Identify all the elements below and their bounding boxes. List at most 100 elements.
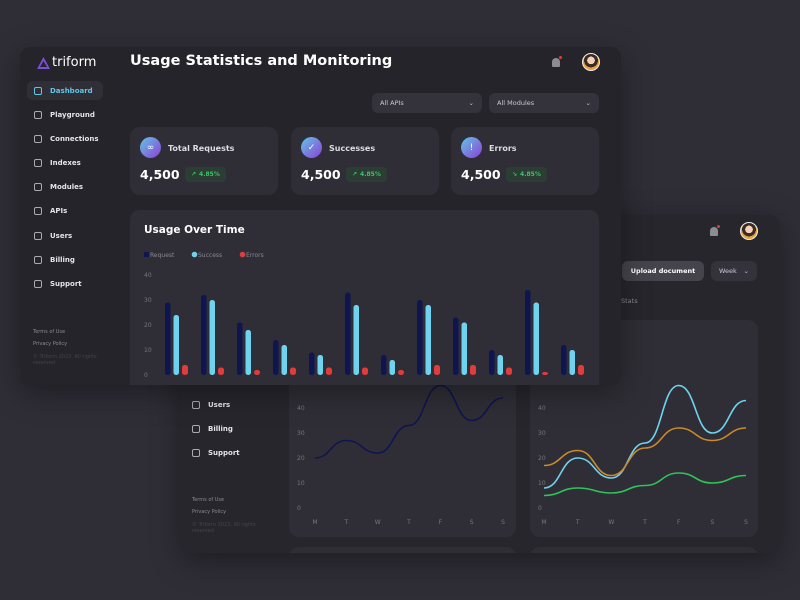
x-tick-label: S — [710, 519, 714, 526]
main-dashboard-window: triform Usage Statistics and Monitoring … — [20, 47, 621, 385]
bar-request — [561, 345, 567, 375]
y-tick-label: 10 — [144, 347, 152, 354]
usage-over-time-card: Usage Over Time Request Success Errors 0 10 2… — [130, 210, 599, 385]
legend-label: Request — [150, 252, 175, 259]
y-tick-label: 20 — [538, 455, 546, 462]
sidebar-item-modules[interactable]: Modules — [27, 177, 103, 196]
legend-marker — [239, 251, 246, 258]
y-tick-label: 30 — [144, 297, 152, 304]
y-tick-label: 40 — [297, 405, 305, 412]
shield-alert-icon: ! — [461, 137, 482, 158]
bar-errors — [326, 367, 332, 375]
bar-request — [381, 355, 387, 375]
bell-icon[interactable] — [710, 225, 720, 236]
triform-logo-icon — [37, 56, 50, 69]
bar-success — [425, 305, 431, 375]
period-select[interactable]: Week ⌄ — [711, 261, 757, 281]
bar-request — [525, 290, 531, 375]
bar-success — [461, 322, 467, 375]
bar-errors — [254, 370, 260, 375]
bar-success — [389, 360, 395, 375]
change-badge: ↗ 4.85% — [185, 167, 226, 182]
module-filter-select[interactable]: All Modules ⌄ — [489, 93, 599, 113]
bottom-card — [530, 547, 758, 553]
modules-icon — [34, 182, 42, 191]
terms-link[interactable]: Terms of Use — [33, 329, 66, 335]
sidebar-item-users[interactable]: Users — [185, 395, 261, 414]
chart-title: Usage Over Time — [144, 224, 245, 236]
sidebar-item-users[interactable]: Users — [27, 226, 103, 245]
x-tick-label: T — [343, 519, 348, 526]
sidebar-item-playground[interactable]: Playground — [27, 105, 103, 124]
dashboard-icon — [34, 86, 42, 95]
sidebar-item-billing[interactable]: Billing — [185, 419, 261, 438]
legend-marker — [191, 251, 198, 258]
sidebar-item-support[interactable]: Support — [27, 274, 103, 293]
bar-request — [417, 300, 423, 375]
bar-errors — [182, 365, 188, 375]
bar-errors — [362, 367, 368, 375]
sidebar-item-indexes[interactable]: Indexes — [27, 153, 103, 172]
bar-request — [345, 292, 351, 375]
bar-request — [237, 322, 243, 375]
x-tick-label: W — [375, 519, 381, 526]
legend-label: Success — [198, 252, 222, 259]
bar-success — [353, 305, 359, 375]
x-tick-label: S — [501, 519, 505, 526]
y-tick-label: 20 — [297, 455, 305, 462]
sidebar-item-billing[interactable]: Billing — [27, 250, 103, 269]
y-tick-label: 30 — [297, 430, 305, 437]
y-tick-label: 0 — [144, 372, 148, 379]
line-errors — [543, 472, 747, 497]
indexes-icon — [34, 158, 42, 167]
y-tick-label: 10 — [297, 480, 305, 487]
avatar[interactable] — [740, 222, 758, 240]
support-icon — [192, 448, 200, 457]
x-tick-label: F — [677, 519, 681, 526]
bar-errors — [506, 367, 512, 375]
x-tick-label: S — [470, 519, 474, 526]
sidebar-item-support[interactable]: Support — [185, 443, 261, 462]
sidebar-item-dashboard[interactable]: Dashboard — [27, 81, 103, 100]
stats-label: Stats — [621, 297, 638, 305]
logo: triform — [37, 55, 96, 70]
chevron-down-icon: ⌄ — [468, 99, 474, 107]
bar-success — [209, 300, 215, 375]
arrow-down-right-icon: ↘ — [512, 171, 518, 178]
users-icon — [34, 231, 42, 240]
legend-marker — [144, 252, 149, 257]
page-title: Usage Statistics and Monitoring — [130, 53, 393, 69]
bar-success — [317, 355, 323, 375]
privacy-link[interactable]: Privacy Policy — [33, 341, 68, 347]
billing-icon — [192, 424, 200, 433]
x-tick-label: F — [439, 519, 443, 526]
bar-request — [165, 302, 171, 375]
sidebar-item-apis[interactable]: APIs — [27, 201, 103, 220]
privacy-link[interactable]: Privacy Policy — [192, 509, 227, 515]
bar-success — [245, 330, 251, 375]
x-tick-label: W — [608, 519, 614, 526]
y-tick-label: 40 — [144, 272, 152, 279]
x-tick-label: T — [642, 519, 647, 526]
avatar[interactable] — [582, 53, 600, 71]
bar-request — [309, 352, 315, 375]
bar-request — [489, 350, 495, 375]
billing-icon — [34, 255, 42, 264]
x-tick-label: M — [541, 519, 546, 526]
upload-document-button[interactable]: Upload document — [622, 261, 704, 281]
bar-errors — [578, 365, 584, 375]
bar-errors — [434, 365, 440, 375]
sidebar-item-connections[interactable]: Connections — [27, 129, 103, 148]
change-badge: ↘ 4.85% — [506, 167, 547, 182]
y-tick-label: 10 — [538, 480, 546, 487]
bar-request — [201, 295, 207, 375]
bar-errors — [542, 372, 548, 375]
bell-icon[interactable] — [552, 56, 562, 67]
x-tick-label: T — [406, 519, 411, 526]
chevron-down-icon: ⌄ — [585, 99, 591, 107]
stat-card-errors: ! Errors 4,500 ↘ 4.85% — [451, 127, 599, 195]
terms-link[interactable]: Terms of Use — [192, 497, 225, 503]
api-filter-select[interactable]: All APIs ⌄ — [372, 93, 482, 113]
bar-errors — [290, 367, 296, 375]
y-tick-label: 0 — [538, 505, 542, 512]
